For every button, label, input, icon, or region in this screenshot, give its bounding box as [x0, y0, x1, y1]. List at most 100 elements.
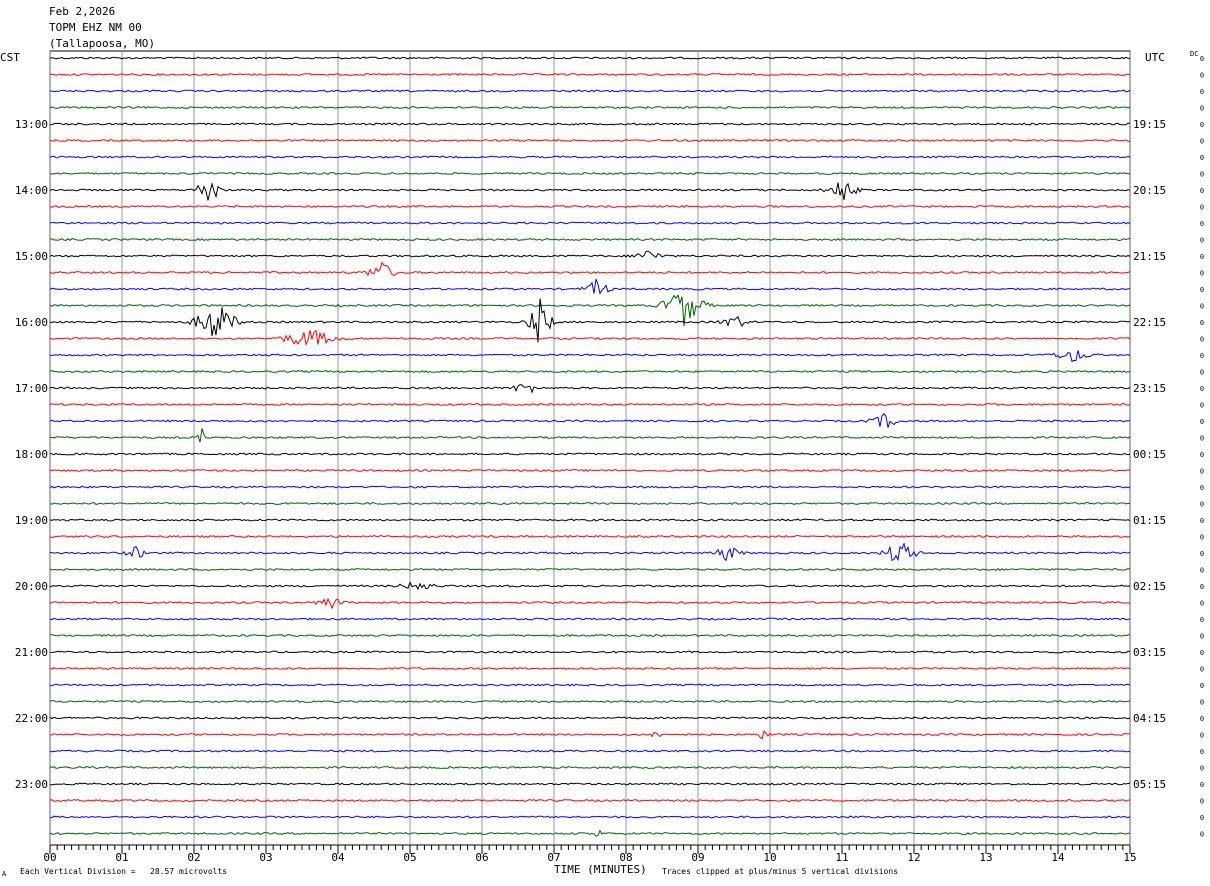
- right-hour-label: 23:15: [1133, 382, 1166, 395]
- seismic-trace: [49, 597, 1131, 610]
- seismic-trace: [49, 402, 1131, 407]
- x-tick-label: 11: [835, 851, 848, 864]
- dc-offset-value: 0: [1200, 352, 1204, 360]
- dc-offset-value: 0: [1200, 270, 1204, 278]
- x-tick-label: 01: [115, 851, 128, 864]
- dc-offset-value: 0: [1200, 220, 1204, 228]
- x-tick-label: 12: [907, 851, 920, 864]
- dc-offset-value: 0: [1200, 451, 1204, 459]
- plot-header: Feb 2,2026 TOPM EHZ NM 00 (Tallapoosa, M…: [49, 4, 155, 52]
- dc-offset-value: 0: [1200, 748, 1204, 756]
- seismic-trace: [49, 716, 1131, 720]
- dc-offset-value: 0: [1200, 732, 1204, 740]
- dc-offset-value: 0: [1200, 286, 1204, 294]
- seismic-trace: [49, 501, 1131, 506]
- seismic-trace: [49, 633, 1131, 637]
- x-tick-label: 00: [43, 851, 56, 864]
- seismic-trace: [49, 237, 1131, 242]
- seismic-trace: [49, 798, 1130, 803]
- seismic-trace: [49, 278, 1131, 295]
- seismic-trace: [49, 221, 1131, 225]
- seismic-trace: [49, 485, 1131, 489]
- dc-offset-value: 0: [1200, 649, 1204, 657]
- seismic-trace: [49, 56, 1131, 60]
- seismic-trace: [49, 298, 1131, 343]
- scale-note: Each Vertical Division = 28.57 microvolt…: [20, 867, 228, 876]
- x-tick-label: 13: [979, 851, 992, 864]
- x-tick-label: 14: [1051, 851, 1065, 864]
- seismic-trace: [49, 581, 1131, 591]
- seismic-trace: [49, 666, 1131, 671]
- dc-offset-value: 0: [1200, 435, 1204, 443]
- dc-offset-value: 0: [1200, 567, 1204, 575]
- dc-offset-value: 0: [1200, 699, 1204, 707]
- seismic-trace: [49, 730, 1130, 740]
- seismic-trace: [49, 650, 1131, 654]
- seismic-trace: [49, 413, 1131, 428]
- x-tick-label: 09: [691, 851, 704, 864]
- seismic-trace: [49, 72, 1131, 77]
- seismic-trace: [49, 468, 1131, 473]
- dc-offset-value: 0: [1200, 831, 1204, 839]
- right-hour-label: 21:15: [1133, 250, 1166, 263]
- dc-offset-value: 0: [1200, 253, 1204, 261]
- x-tick-label: 03: [259, 851, 272, 864]
- x-tick-label: 02: [187, 851, 200, 864]
- plot-frame: [49, 50, 1131, 846]
- right-hour-label: 01:15: [1133, 514, 1166, 527]
- seismic-trace: [49, 155, 1131, 159]
- dc-offset-value: 0: [1200, 765, 1204, 773]
- seismic-trace: [49, 765, 1131, 770]
- left-hour-label: 14:00: [15, 184, 48, 197]
- dc-offset-value: 0: [1200, 138, 1204, 146]
- x-tick-label: 08: [619, 851, 632, 864]
- left-hour-label: 21:00: [15, 646, 48, 659]
- dc-offset-value: 0: [1200, 814, 1204, 822]
- station-code: TOPM EHZ NM 00: [49, 21, 142, 34]
- seismic-trace: [49, 534, 1131, 539]
- dc-offset-value: 0: [1200, 204, 1204, 212]
- dc-offset-value: 0: [1200, 501, 1204, 509]
- left-hour-label: 17:00: [15, 382, 48, 395]
- dc-offset-value: 0: [1200, 385, 1204, 393]
- seismic-trace: [49, 749, 1131, 753]
- x-axis-title: TIME (MINUTES): [554, 863, 647, 876]
- dc-offset-value: 0: [1200, 121, 1204, 129]
- seismic-trace: [49, 542, 1131, 562]
- dc-offset-value: 0: [1200, 781, 1204, 789]
- left-timezone-label: CST: [0, 51, 20, 64]
- right-hour-label: 05:15: [1133, 778, 1166, 791]
- dc-offset-value: 0: [1200, 105, 1204, 113]
- seismic-trace: [49, 384, 1131, 394]
- right-hour-label: 19:15: [1133, 118, 1166, 131]
- seismic-trace: [49, 293, 1131, 327]
- dc-offset-value: 0: [1200, 798, 1204, 806]
- x-tick-label: 05: [403, 851, 416, 864]
- right-hour-label: 00:15: [1133, 448, 1166, 461]
- dc-offset-value: 0: [1200, 303, 1204, 311]
- dc-offset-value: 0: [1200, 187, 1204, 195]
- dc-offset-value: 0: [1200, 534, 1204, 542]
- dc-offset-value: 0: [1200, 682, 1204, 690]
- dc-offset-value: 0: [1200, 418, 1204, 426]
- dc-offset-value: 0: [1200, 633, 1204, 641]
- dc-offset-value: 0: [1200, 319, 1204, 327]
- dc-offset-value: 0: [1200, 616, 1204, 624]
- x-tick-label: 10: [763, 851, 776, 864]
- left-hour-label: 22:00: [15, 712, 48, 725]
- left-hour-label: 19:00: [15, 514, 48, 527]
- dc-column-label: DC: [1190, 50, 1198, 58]
- seismic-trace: [49, 782, 1130, 786]
- x-tick-label: 04: [331, 851, 345, 864]
- dc-offset-value: 0: [1200, 600, 1204, 608]
- dc-offset-value: 0: [1200, 468, 1204, 476]
- station-location: (Tallapoosa, MO): [49, 37, 155, 50]
- dc-offset-value: 0: [1200, 55, 1204, 63]
- seismic-trace: [49, 369, 1131, 374]
- seismic-trace: [49, 452, 1131, 456]
- clip-note: Traces clipped at plus/minus 5 vertical …: [662, 867, 899, 876]
- right-timezone-label: UTC: [1145, 51, 1165, 64]
- seismic-trace: [49, 122, 1131, 126]
- left-hour-label: 15:00: [15, 250, 48, 263]
- seismic-trace: [49, 428, 1131, 443]
